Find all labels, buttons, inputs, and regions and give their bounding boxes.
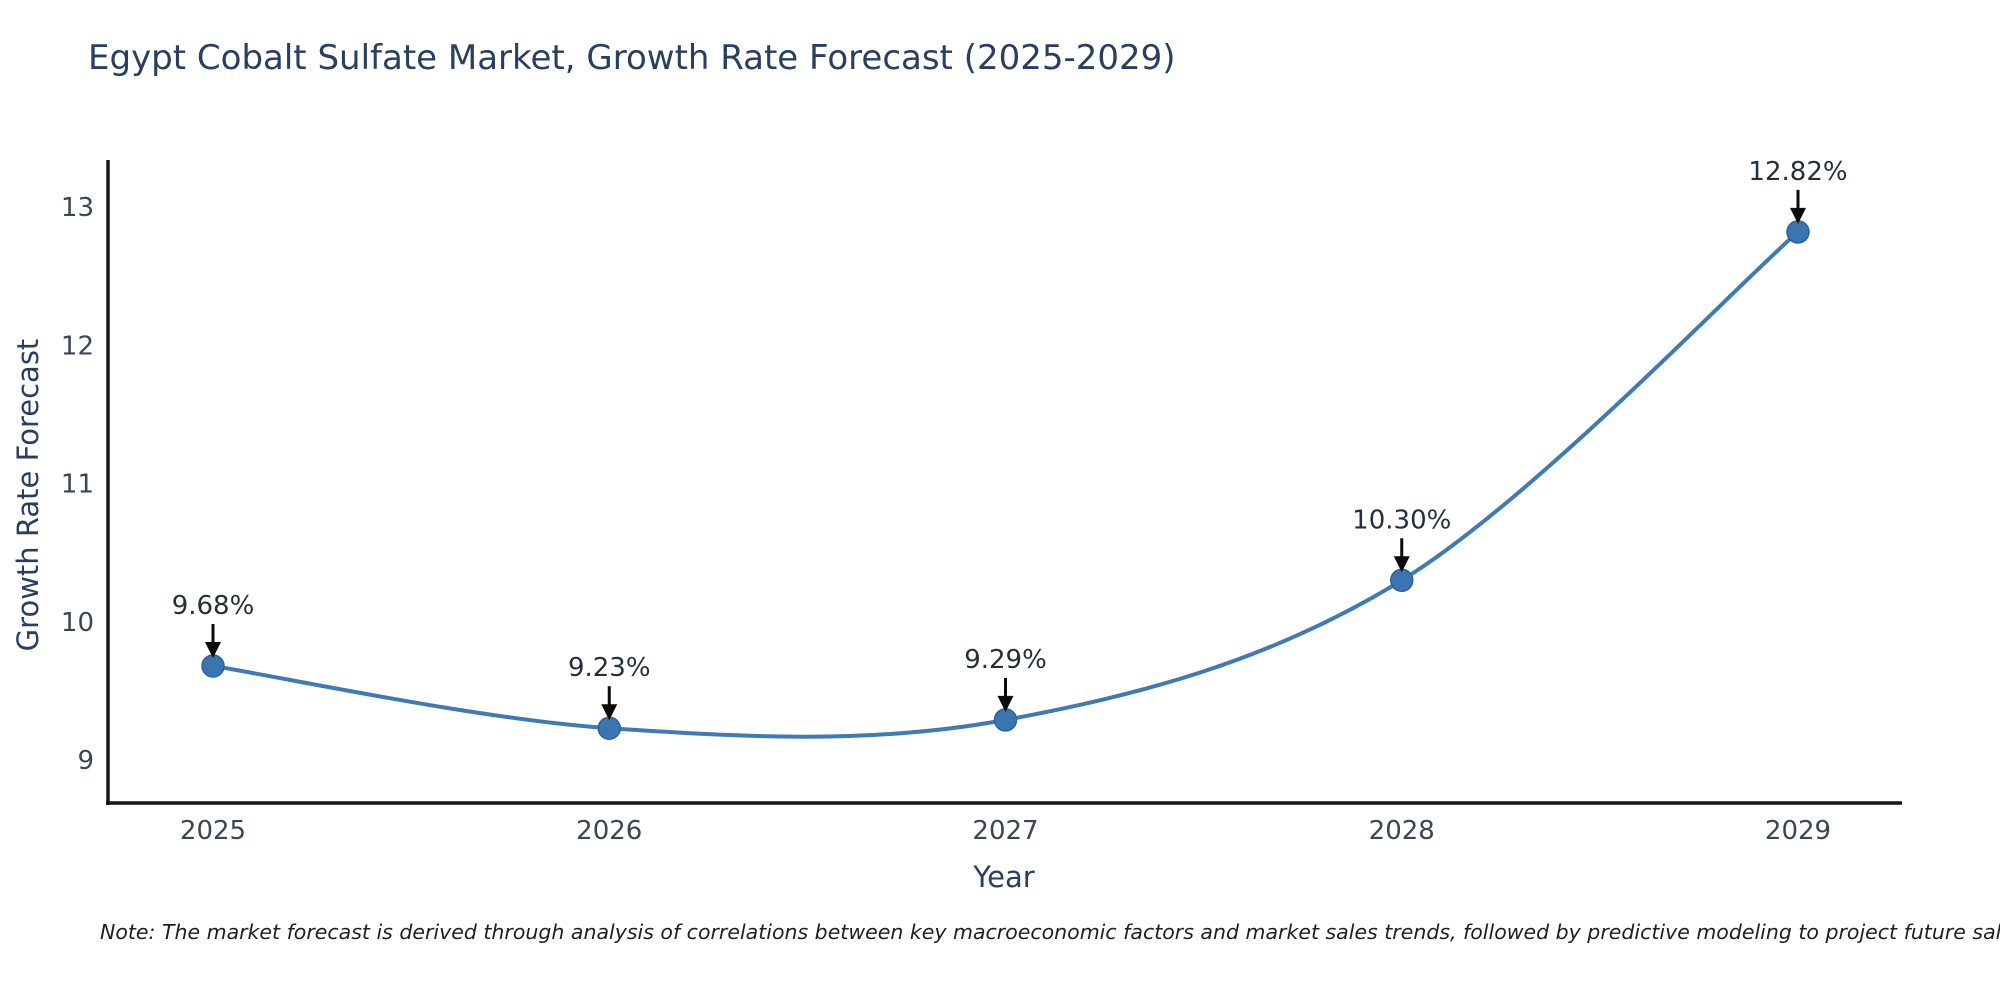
point-label: 9.29% [964, 645, 1047, 675]
data-point[interactable] [1786, 220, 1810, 244]
x-axis-title: Year [973, 860, 1035, 894]
point-label: 9.68% [172, 591, 255, 621]
data-point[interactable] [201, 654, 225, 678]
data-point[interactable] [993, 708, 1018, 732]
annotation-arrow-head [205, 641, 221, 658]
data-point[interactable] [597, 716, 621, 740]
annotation-arrow-head [1790, 207, 1806, 224]
x-tick-label: 2029 [1765, 816, 1831, 846]
point-label: 12.82% [1748, 157, 1847, 187]
x-tick-label: 2028 [1369, 816, 1435, 846]
point-label: 9.23% [568, 653, 651, 683]
y-tick-label: 11 [61, 470, 94, 500]
y-tick-label: 12 [61, 331, 94, 361]
x-tick-label: 2027 [972, 816, 1038, 846]
y-tick-label: 9 [77, 746, 94, 776]
chart-title: Egypt Cobalt Sulfate Market, Growth Rate… [88, 38, 1176, 78]
annotation-arrow-head [601, 704, 618, 721]
y-tick-label: 13 [61, 193, 94, 223]
data-point[interactable] [1390, 568, 1414, 593]
footnote: Note: The market forecast is derived thr… [100, 920, 2000, 944]
y-tick-label: 10 [61, 608, 94, 638]
x-tick-label: 2026 [576, 816, 642, 846]
x-tick-label: 2025 [180, 816, 246, 846]
annotation-arrow-head [997, 695, 1014, 712]
annotation-arrow-head [1393, 556, 1410, 573]
trend-line [211, 229, 1800, 739]
point-label: 10.30% [1352, 505, 1451, 535]
